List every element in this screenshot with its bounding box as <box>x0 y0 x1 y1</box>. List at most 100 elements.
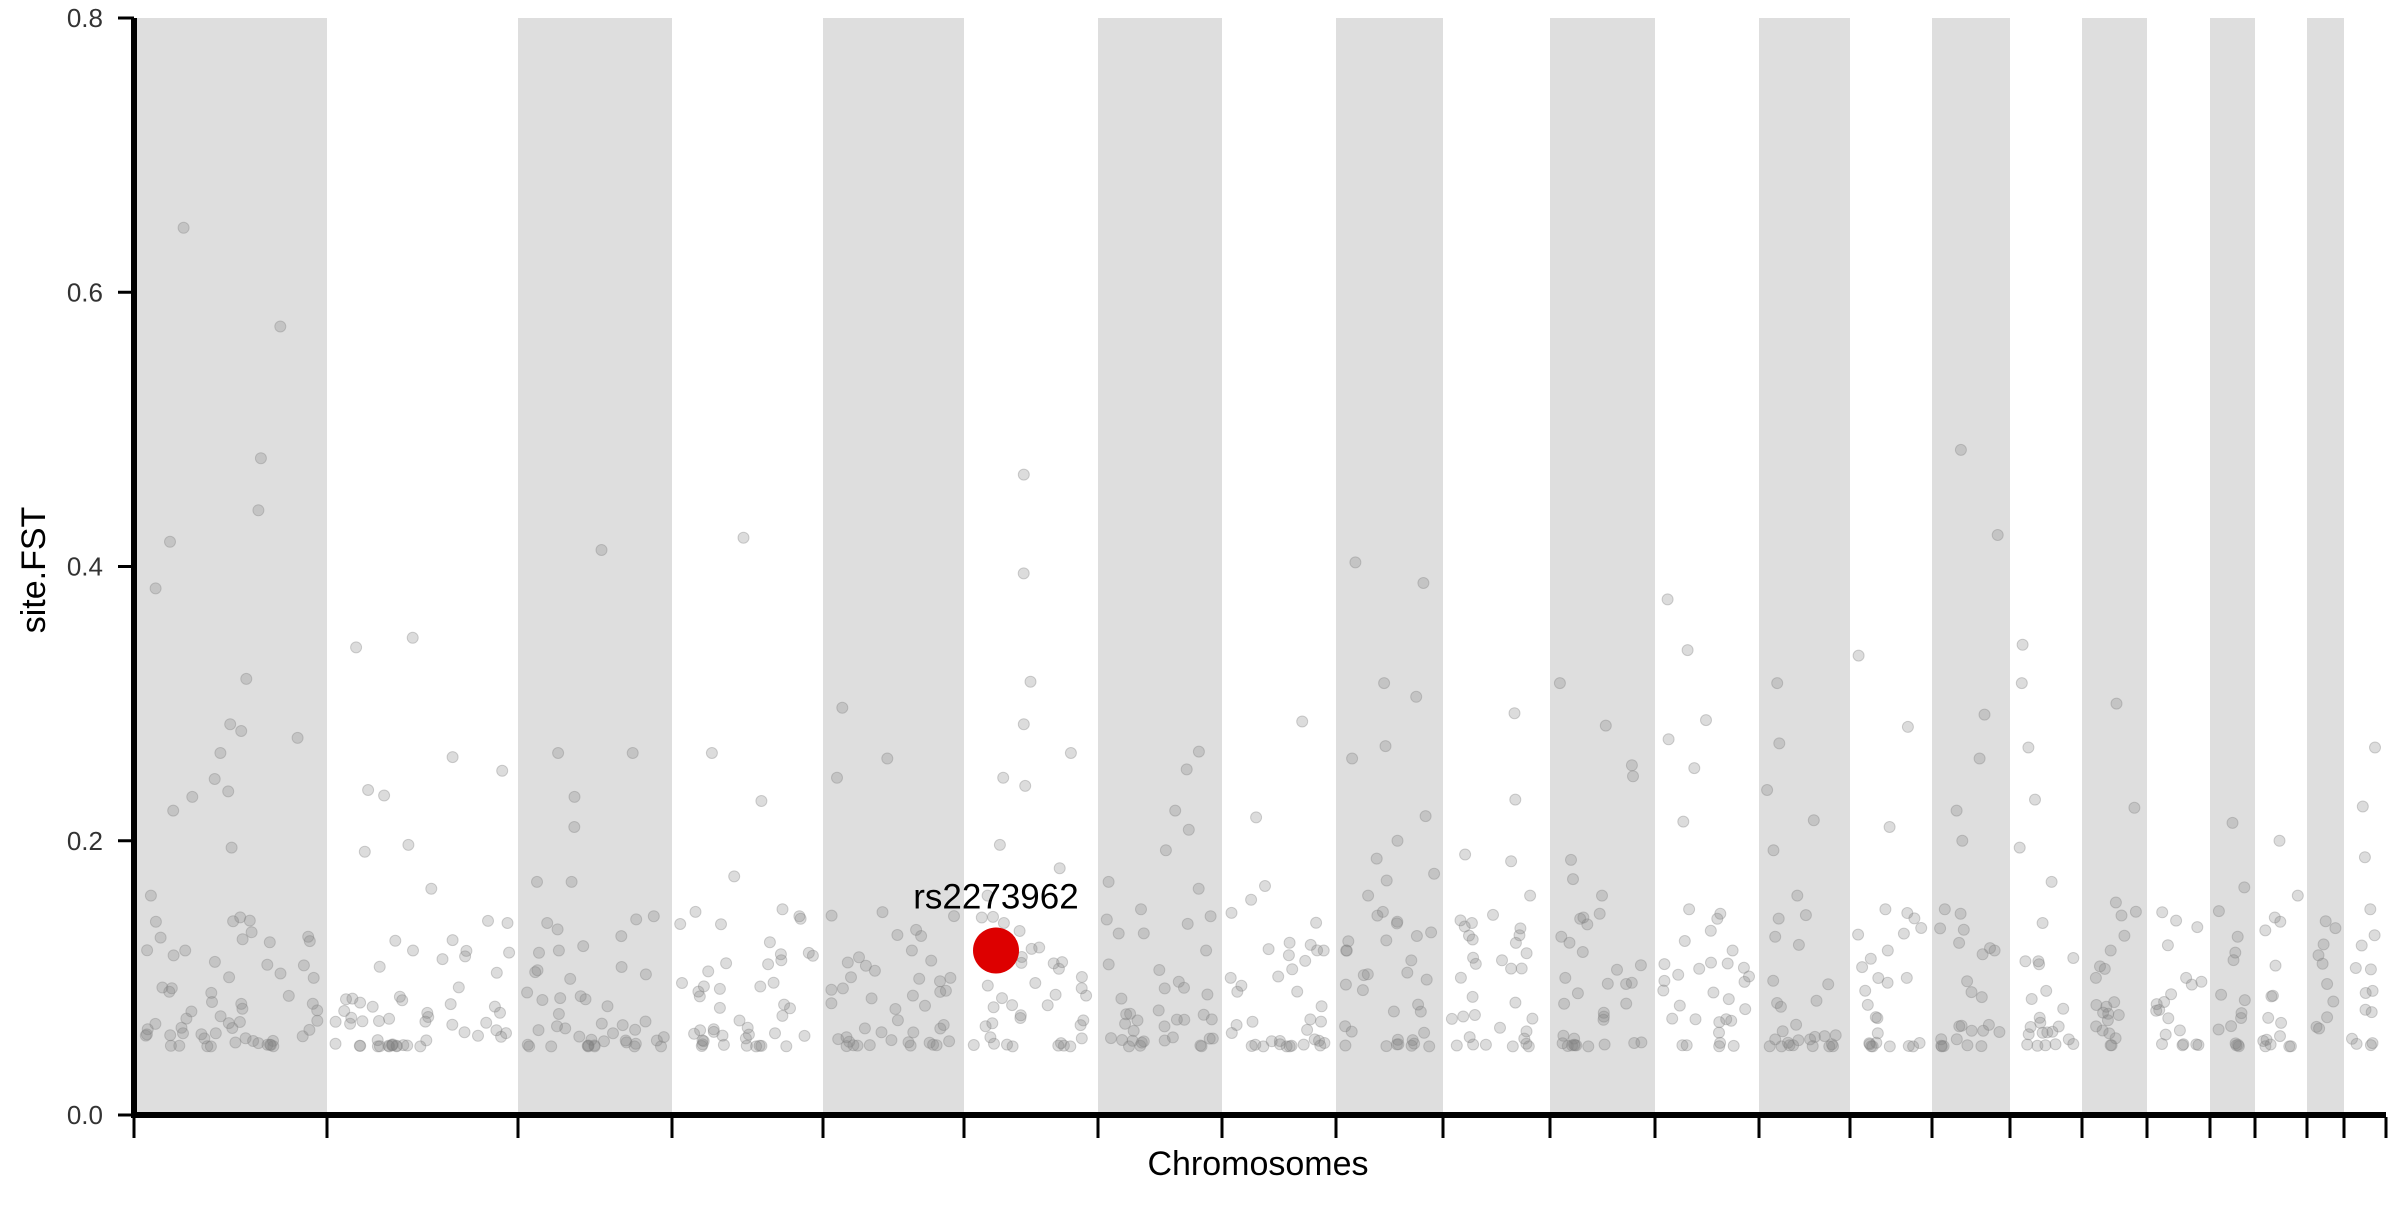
background-point <box>1520 1037 1533 1050</box>
background-point <box>987 1001 1000 1014</box>
background-point <box>650 1034 663 1047</box>
data-point <box>222 785 235 798</box>
background-point <box>851 1039 864 1052</box>
background-point <box>414 1040 427 1053</box>
data-point <box>1555 930 1568 943</box>
background-point <box>531 964 544 977</box>
data-point <box>552 944 565 957</box>
background-point <box>1713 1026 1725 1039</box>
background-point <box>863 1039 876 1052</box>
background-point <box>2310 1020 2323 1033</box>
background-point <box>141 944 154 957</box>
background-point <box>239 1032 252 1045</box>
background-point <box>1658 974 1671 987</box>
background-point <box>1776 1025 1789 1038</box>
background-point <box>1339 1039 1352 1052</box>
background-point <box>1883 1040 1896 1053</box>
background-point <box>1513 929 1526 942</box>
background-point <box>574 990 587 1003</box>
background-point <box>1827 1040 1839 1053</box>
background-point <box>1713 1016 1726 1029</box>
data-point <box>1791 889 1804 902</box>
background-point <box>195 1028 208 1041</box>
background-point <box>390 1040 403 1053</box>
data-point <box>1973 752 1986 765</box>
background-point <box>717 1038 730 1051</box>
background-point <box>446 934 459 947</box>
background-point <box>536 994 549 1006</box>
background-point <box>373 1015 385 1027</box>
background-point <box>1915 922 1928 934</box>
background-point <box>1864 952 1877 965</box>
background-point <box>1955 1019 1968 1032</box>
background-point <box>967 1039 980 1051</box>
background-point <box>588 1039 601 1052</box>
background-point <box>775 954 788 967</box>
background-point <box>1829 1029 1842 1042</box>
background-point <box>1282 949 1295 962</box>
data-point <box>881 752 894 765</box>
background-point <box>2195 975 2208 988</box>
data-point <box>291 731 304 744</box>
background-point <box>778 998 791 1011</box>
data-point <box>1135 903 1147 916</box>
background-point <box>1487 908 1499 921</box>
data-point <box>1661 593 1674 606</box>
background-point <box>1787 1039 1800 1052</box>
background-point <box>2176 1039 2189 1052</box>
background-point <box>1100 913 1113 926</box>
data-point <box>1250 811 1263 824</box>
background-point <box>582 1040 595 1053</box>
background-point <box>420 1034 433 1047</box>
data-point <box>568 821 581 833</box>
background-point <box>459 950 472 963</box>
data-point <box>358 845 371 858</box>
background-point <box>733 1014 746 1027</box>
background-point <box>2215 988 2228 1001</box>
background-point <box>702 965 715 978</box>
y-tick-label: 0.4 <box>67 552 103 582</box>
background-point <box>234 911 247 924</box>
background-point <box>979 1020 992 1033</box>
background-point <box>421 1006 434 1019</box>
background-point <box>263 936 276 949</box>
background-point <box>1494 1021 1506 1034</box>
data-point <box>1379 740 1392 753</box>
background-point <box>1666 1012 1679 1025</box>
background-point <box>628 1040 641 1053</box>
background-point <box>340 993 352 1006</box>
background-point <box>1597 1013 1610 1026</box>
background-point <box>891 929 904 941</box>
background-point <box>354 1039 367 1052</box>
data-point <box>307 971 320 984</box>
chromosome-band-3 <box>518 18 672 1115</box>
highlighted-snp-point <box>973 927 1019 974</box>
data-point <box>1700 714 1712 727</box>
background-point <box>2036 1026 2049 1039</box>
background-point <box>1934 922 1947 935</box>
chromosome-band-19 <box>2210 18 2255 1115</box>
background-point <box>523 1040 536 1053</box>
background-point <box>1315 1015 1327 1028</box>
background-point <box>1678 935 1691 947</box>
data-point <box>2226 816 2239 829</box>
background-point <box>2364 1039 2377 1052</box>
background-point <box>754 980 767 993</box>
background-point <box>615 930 628 943</box>
data-point <box>2231 930 2244 943</box>
background-point <box>697 980 710 993</box>
background-point <box>2212 1023 2225 1036</box>
background-point <box>2041 1026 2054 1039</box>
data-point <box>1553 677 1566 690</box>
background-point <box>1025 942 1038 955</box>
background-point <box>655 1040 667 1053</box>
data-point <box>1771 677 1784 690</box>
data-point <box>1102 875 1115 888</box>
background-point <box>1557 1029 1570 1042</box>
background-point <box>1772 912 1785 925</box>
background-point <box>619 1034 632 1047</box>
background-point <box>175 1021 188 1034</box>
background-point <box>436 953 449 966</box>
background-point <box>2225 1020 2238 1033</box>
data-point <box>1991 529 2004 541</box>
